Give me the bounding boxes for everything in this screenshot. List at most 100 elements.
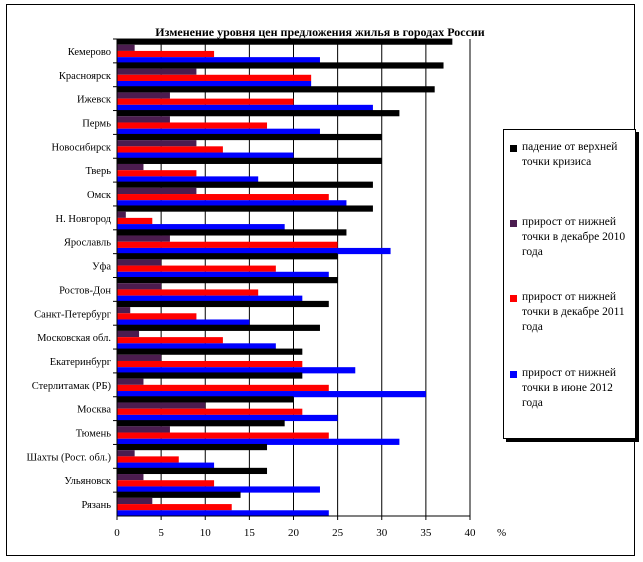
category-labels: Кемерово Красноярск Ижевск Пермь Новосибирск… — [27, 47, 112, 511]
bar — [117, 330, 140, 338]
bar — [117, 253, 338, 260]
bar — [117, 44, 135, 51]
bar — [117, 265, 276, 272]
bar — [117, 133, 382, 141]
bar — [117, 128, 320, 135]
bar — [117, 224, 285, 231]
bar — [117, 510, 329, 517]
bar — [117, 241, 338, 248]
bar — [117, 295, 303, 302]
category-label: Ярославль — [64, 238, 111, 249]
legend-label: прирост от нижней точки в декабре 2010 г… — [522, 216, 626, 258]
x-tick-label: 15 — [244, 527, 256, 539]
bar — [117, 438, 400, 445]
x-tick-label: 0 — [114, 527, 120, 539]
bar — [117, 432, 329, 439]
bar — [117, 360, 303, 368]
legend-item: прирост от нижней точки в декабре 2010 г… — [510, 215, 632, 260]
legend-label: прирост от нижней точки в декабре 2011 г… — [522, 291, 625, 333]
category-label: Екатеринбург — [50, 357, 112, 368]
category-label: Красноярск — [59, 71, 112, 82]
category-label: Тюмень — [76, 429, 112, 440]
bar — [117, 391, 426, 398]
bar — [117, 146, 223, 153]
bar — [117, 396, 294, 403]
bar — [117, 80, 312, 88]
legend-item: прирост от нижней точки в июне 2012 года — [510, 366, 632, 411]
bar — [117, 283, 162, 290]
legend: падение от верхней точки кризиса прирост… — [503, 129, 636, 439]
category-label: Омск — [87, 190, 112, 201]
bar — [117, 420, 285, 427]
bar — [117, 122, 268, 129]
category-label: Ижевск — [77, 95, 112, 106]
legend-swatch — [510, 371, 517, 378]
bar — [117, 152, 294, 159]
bar — [117, 467, 268, 475]
x-tick-label: 35 — [420, 527, 432, 539]
x-axis-label: % — [497, 527, 506, 539]
category-label: Ульяновск — [64, 476, 112, 487]
legend-label: падение от верхней точки кризиса — [522, 141, 618, 168]
x-tick-label: 5 — [158, 527, 164, 539]
bar — [117, 170, 197, 177]
bar — [117, 110, 400, 117]
bar — [117, 324, 320, 331]
bar — [117, 313, 197, 320]
legend-swatch — [510, 145, 517, 152]
category-label: Пермь — [82, 118, 111, 129]
legend-swatch — [510, 220, 517, 227]
chart-frame: Изменение уровня цен предложения жилья в… — [6, 4, 636, 556]
bar — [117, 259, 162, 266]
x-tick-label: 20 — [288, 527, 300, 539]
bar — [117, 348, 303, 355]
bar — [117, 443, 268, 451]
bar — [117, 289, 259, 296]
bar — [117, 205, 373, 212]
bar — [117, 450, 135, 457]
bar — [117, 163, 144, 171]
bar — [117, 86, 435, 93]
axes — [113, 38, 471, 520]
category-label: Рязань — [82, 500, 112, 511]
bar — [117, 480, 215, 487]
bar — [117, 50, 215, 58]
category-label: Тверь — [86, 166, 112, 177]
bar — [117, 74, 312, 81]
bar — [117, 211, 126, 218]
bar — [117, 38, 453, 45]
x-tick-label: 25 — [332, 527, 344, 539]
legend-label: прирост от нижней точки в июне 2012 года — [522, 367, 617, 409]
bar — [117, 372, 303, 379]
bar — [117, 104, 373, 112]
bar — [117, 98, 294, 105]
legend-swatch — [510, 295, 517, 302]
category-label: Стерлитамак (РБ) — [32, 381, 112, 392]
bar — [117, 504, 232, 511]
category-label: Московская обл. — [37, 333, 111, 344]
bar — [117, 68, 197, 75]
bar — [117, 247, 391, 255]
bar — [117, 200, 347, 207]
bar — [117, 187, 197, 195]
legend-item: падение от верхней точки кризиса — [510, 140, 632, 170]
bar — [117, 319, 250, 326]
bar — [117, 194, 329, 201]
bar — [117, 116, 170, 123]
bar — [117, 462, 215, 469]
bar — [117, 235, 170, 242]
bar — [117, 408, 303, 415]
bar — [117, 217, 153, 225]
category-label: Санкт-Петербург — [34, 309, 112, 320]
bars — [117, 38, 453, 517]
category-label: Уфа — [92, 262, 111, 273]
category-label: Н. Новгород — [56, 214, 112, 225]
bar — [117, 181, 373, 188]
x-tick-labels: 0 5 10 15 20 25 30 35 40 — [114, 527, 476, 539]
bar — [117, 497, 153, 505]
bar — [117, 491, 241, 498]
bar — [117, 157, 382, 164]
bar — [117, 378, 144, 385]
x-tick-label: 10 — [200, 527, 212, 539]
bar — [117, 140, 197, 147]
